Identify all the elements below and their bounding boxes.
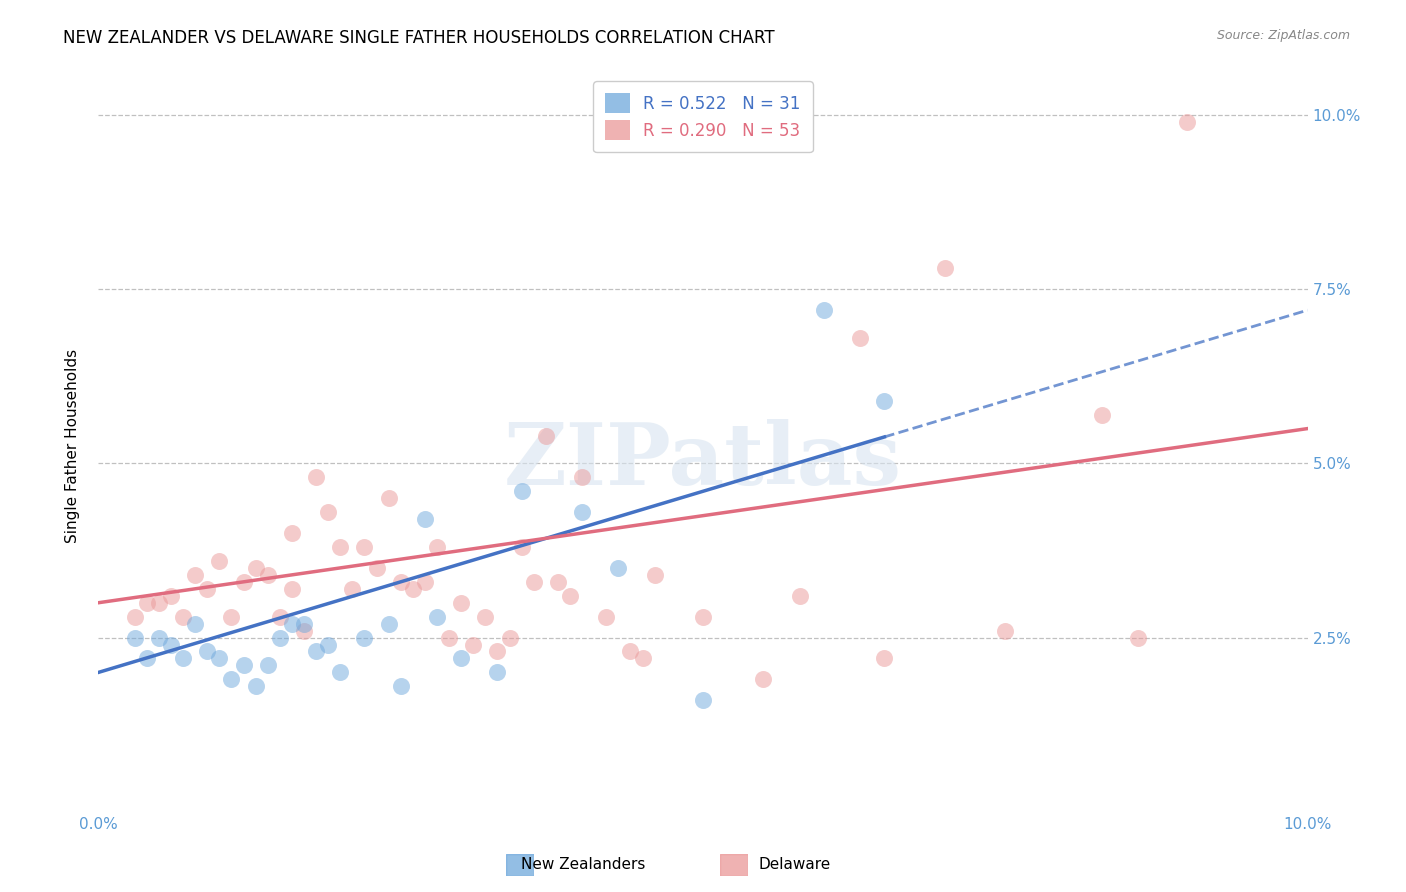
Point (208, 554, 231, 568)
Point (389, 679, 412, 693)
Point (269, 609, 291, 624)
Legend: R = 0.522   N = 31, R = 0.290   N = 53: R = 0.522 N = 31, R = 0.290 N = 53 (593, 81, 813, 152)
Y-axis label: Single Father Households: Single Father Households (65, 349, 80, 543)
Text: ZIPatlas: ZIPatlas (503, 418, 903, 502)
Point (450, 651, 472, 665)
Point (256, 658, 278, 673)
Point (316, 638, 339, 652)
Point (1175, 115, 1198, 129)
Point (148, 631, 170, 645)
Point (184, 567, 207, 582)
Point (389, 574, 412, 589)
Text: Source: ZipAtlas.com: Source: ZipAtlas.com (1216, 29, 1350, 42)
Point (292, 624, 315, 638)
Point (135, 596, 157, 610)
Point (595, 609, 617, 624)
Point (426, 540, 449, 554)
Point (450, 596, 472, 610)
Point (644, 567, 666, 582)
Point (873, 393, 896, 408)
Point (474, 609, 496, 624)
Point (498, 631, 520, 645)
Point (558, 589, 581, 603)
Point (523, 574, 546, 589)
Point (1091, 408, 1114, 422)
Point (208, 651, 231, 665)
Point (232, 574, 254, 589)
Point (426, 609, 449, 624)
Point (692, 693, 714, 707)
Text: Delaware: Delaware (758, 857, 831, 872)
Point (486, 665, 509, 680)
Point (692, 609, 714, 624)
Point (148, 596, 170, 610)
Point (510, 540, 533, 554)
Point (849, 331, 872, 345)
Point (269, 631, 291, 645)
Point (305, 644, 328, 658)
Point (486, 644, 509, 658)
Point (342, 582, 364, 596)
Point (160, 638, 183, 652)
Point (413, 574, 436, 589)
Point (329, 540, 352, 554)
Point (631, 651, 654, 665)
Point (619, 644, 641, 658)
Point (281, 526, 304, 541)
Point (172, 609, 194, 624)
Point (437, 631, 460, 645)
Point (377, 491, 399, 506)
Point (221, 673, 243, 687)
Point (184, 616, 207, 631)
Point (366, 561, 388, 575)
Point (245, 561, 267, 575)
Point (547, 574, 569, 589)
Point (377, 616, 399, 631)
Point (873, 651, 896, 665)
Point (510, 484, 533, 499)
Point (281, 582, 304, 596)
Text: NEW ZEALANDER VS DELAWARE SINGLE FATHER HOUSEHOLDS CORRELATION CHART: NEW ZEALANDER VS DELAWARE SINGLE FATHER … (63, 29, 775, 46)
Point (789, 589, 811, 603)
Point (172, 651, 194, 665)
Point (305, 470, 328, 484)
Point (353, 540, 375, 554)
Point (353, 631, 375, 645)
Point (994, 624, 1017, 638)
Point (124, 631, 146, 645)
Point (195, 644, 218, 658)
Point (221, 609, 243, 624)
Point (281, 616, 304, 631)
Point (413, 512, 436, 526)
Point (1128, 631, 1150, 645)
Point (135, 651, 157, 665)
Point (607, 561, 630, 575)
Point (195, 582, 218, 596)
Point (292, 616, 315, 631)
Point (160, 589, 183, 603)
Point (245, 679, 267, 693)
Point (463, 638, 485, 652)
Point (571, 505, 593, 519)
Point (534, 428, 557, 442)
Point (232, 658, 254, 673)
Point (571, 470, 593, 484)
Point (316, 505, 339, 519)
Point (124, 609, 146, 624)
Point (752, 673, 775, 687)
Point (813, 303, 835, 318)
Point (329, 665, 352, 680)
Point (402, 582, 425, 596)
Point (256, 567, 278, 582)
Text: New Zealanders: New Zealanders (522, 857, 645, 872)
Point (934, 261, 956, 276)
